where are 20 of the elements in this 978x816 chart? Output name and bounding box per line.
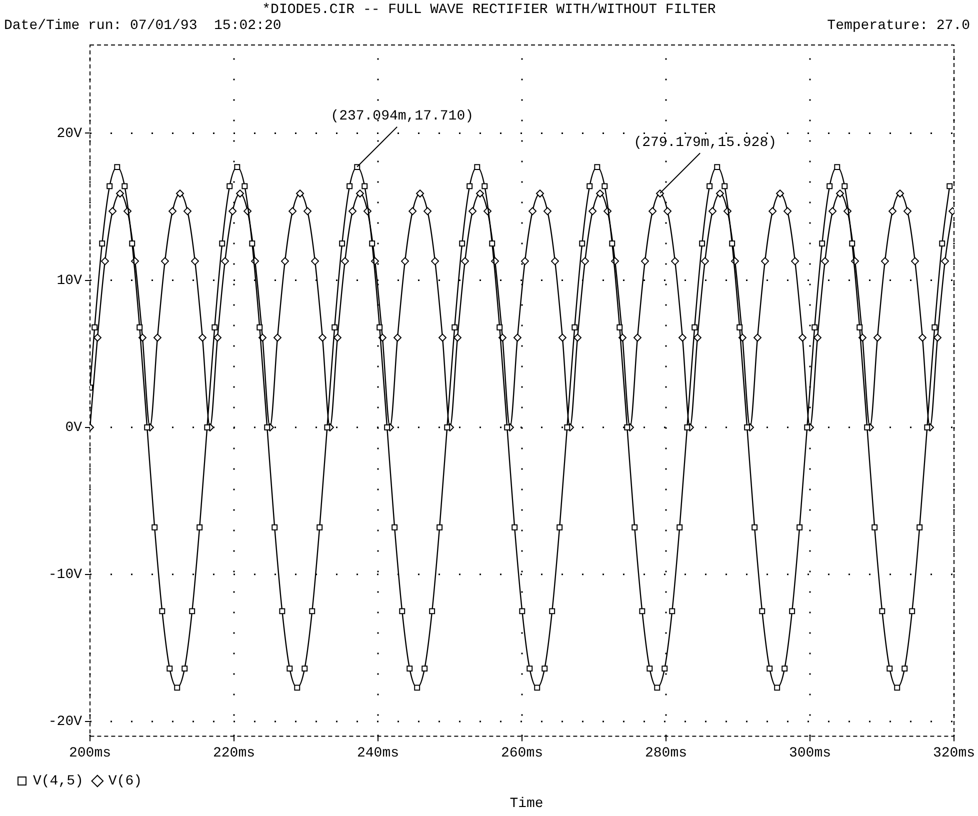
legend-label: V(6) — [108, 774, 142, 790]
x-axis-title: Time — [508, 796, 544, 812]
x-tick-label: 260ms — [500, 745, 544, 762]
text: Temperature: 27.0 — [827, 18, 970, 34]
x-tick-label: 320ms — [932, 745, 976, 762]
x-tick-label: 240ms — [356, 745, 400, 762]
x-tick-label: 280ms — [644, 745, 688, 762]
annotation: (237.094m,17.710) — [330, 108, 474, 125]
chart-title: *DIODE5.CIR -- FULL WAVE RECTIFIER WITH/WITHOUT FILTER — [261, 2, 717, 18]
y-tick-label: -10V — [48, 567, 83, 584]
chart-subtitle: Date/Time run: 07/01/93 15:02:20 — [4, 18, 282, 34]
x-tick-label: 300ms — [788, 745, 832, 762]
x-tick-label: 200ms — [68, 745, 112, 762]
x-tick-label: 220ms — [212, 745, 256, 762]
y-tick-label: 20V — [56, 126, 83, 142]
y-tick-label: 0V — [65, 420, 83, 436]
y-tick-label: 10V — [56, 273, 83, 290]
annotation: (279.179m,15.928) — [634, 134, 776, 151]
y-tick-label: -20V — [48, 714, 83, 730]
legend-label: V(4,5) — [33, 774, 84, 790]
